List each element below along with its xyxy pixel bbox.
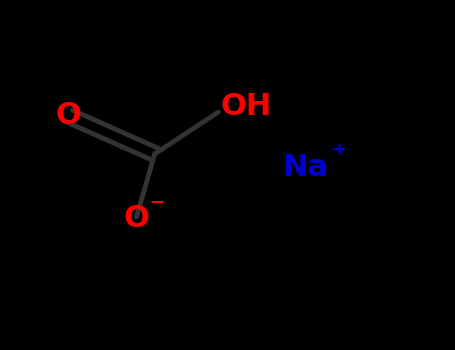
Text: Na: Na bbox=[282, 154, 328, 182]
Text: O: O bbox=[56, 101, 81, 130]
Text: −: − bbox=[149, 194, 165, 212]
Text: +: + bbox=[332, 141, 346, 160]
Text: OH: OH bbox=[221, 92, 272, 121]
Text: O: O bbox=[124, 204, 149, 233]
